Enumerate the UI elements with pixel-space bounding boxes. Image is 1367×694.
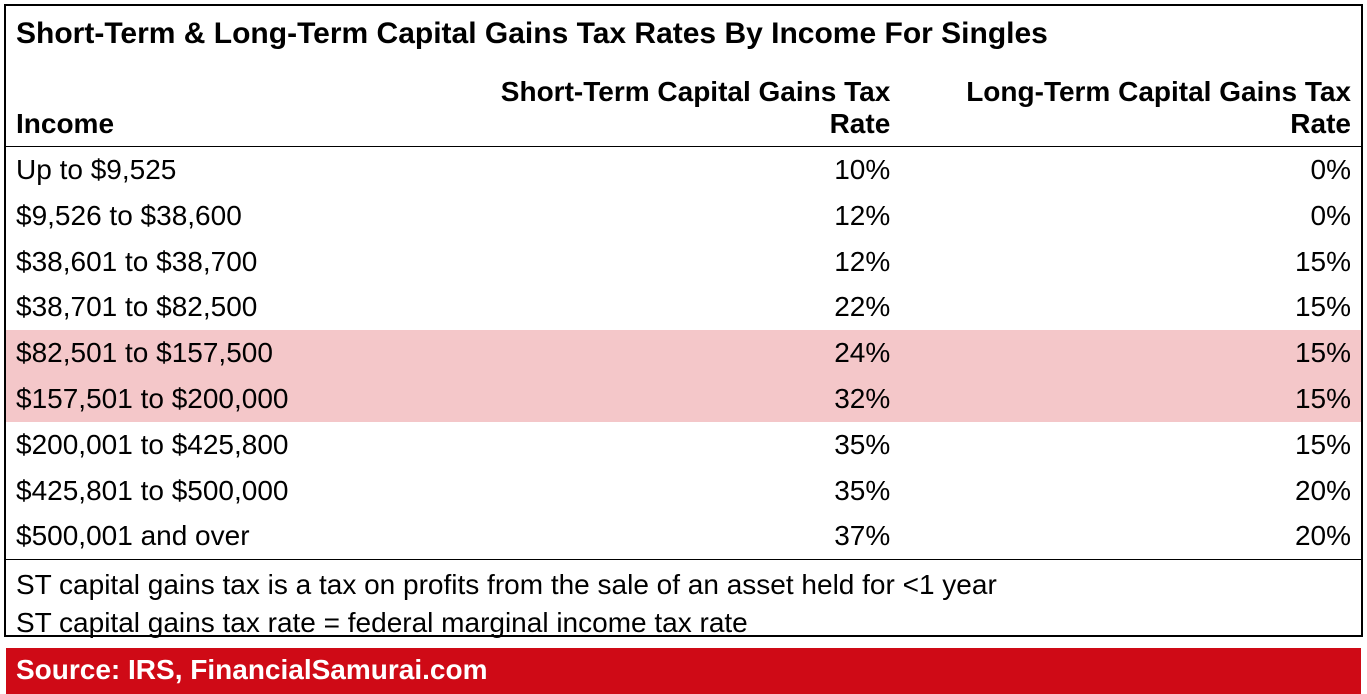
cell-income: $425,801 to $500,000 (6, 468, 440, 514)
note-line-1: ST capital gains tax is a tax on profits… (16, 566, 1351, 604)
page-title: Short-Term & Long-Term Capital Gains Tax… (16, 16, 1351, 52)
cell-short-term-rate: 35% (440, 422, 901, 468)
cell-short-term-rate: 24% (440, 330, 901, 376)
table-frame: Short-Term & Long-Term Capital Gains Tax… (4, 4, 1363, 637)
cell-short-term-rate: 12% (440, 193, 901, 239)
cell-income: Up to $9,525 (6, 147, 440, 193)
cell-income: $9,526 to $38,600 (6, 193, 440, 239)
cell-income: $38,601 to $38,700 (6, 239, 440, 285)
table-row: $200,001 to $425,80035%15% (6, 422, 1361, 468)
table-row: $9,526 to $38,60012%0% (6, 193, 1361, 239)
cell-short-term-rate: 37% (440, 513, 901, 559)
header: Short-Term & Long-Term Capital Gains Tax… (6, 6, 1361, 52)
table-row: $38,701 to $82,50022%15% (6, 284, 1361, 330)
table-row: $500,001 and over37%20% (6, 513, 1361, 559)
table-row: Up to $9,52510%0% (6, 147, 1361, 193)
cell-short-term-rate: 22% (440, 284, 901, 330)
table-header-row: Income Short-Term Capital Gains Tax Rate… (6, 52, 1361, 147)
cell-long-term-rate: 20% (900, 468, 1361, 514)
table-row: $38,601 to $38,70012%15% (6, 239, 1361, 285)
cell-long-term-rate: 20% (900, 513, 1361, 559)
col-header-short-term: Short-Term Capital Gains Tax Rate (440, 52, 901, 147)
cell-short-term-rate: 10% (440, 147, 901, 193)
note-line-2: ST capital gains tax rate = federal marg… (16, 604, 1351, 642)
cell-long-term-rate: 15% (900, 422, 1361, 468)
table-row: $425,801 to $500,00035%20% (6, 468, 1361, 514)
cell-income: $157,501 to $200,000 (6, 376, 440, 422)
cell-long-term-rate: 15% (900, 284, 1361, 330)
cell-short-term-rate: 12% (440, 239, 901, 285)
cell-income: $500,001 and over (6, 513, 440, 559)
cell-income: $38,701 to $82,500 (6, 284, 440, 330)
cell-long-term-rate: 15% (900, 239, 1361, 285)
cell-short-term-rate: 32% (440, 376, 901, 422)
col-header-long-term: Long-Term Capital Gains Tax Rate (900, 52, 1361, 147)
cell-long-term-rate: 0% (900, 147, 1361, 193)
notes: ST capital gains tax is a tax on profits… (6, 560, 1361, 648)
tax-rate-table: Income Short-Term Capital Gains Tax Rate… (6, 52, 1361, 559)
cell-short-term-rate: 35% (440, 468, 901, 514)
cell-income: $200,001 to $425,800 (6, 422, 440, 468)
cell-long-term-rate: 0% (900, 193, 1361, 239)
cell-long-term-rate: 15% (900, 330, 1361, 376)
table-row: $157,501 to $200,00032%15% (6, 376, 1361, 422)
col-header-income: Income (6, 52, 440, 147)
source-bar: Source: IRS, FinancialSamurai.com (6, 648, 1361, 694)
cell-long-term-rate: 15% (900, 376, 1361, 422)
cell-income: $82,501 to $157,500 (6, 330, 440, 376)
table-row: $82,501 to $157,50024%15% (6, 330, 1361, 376)
